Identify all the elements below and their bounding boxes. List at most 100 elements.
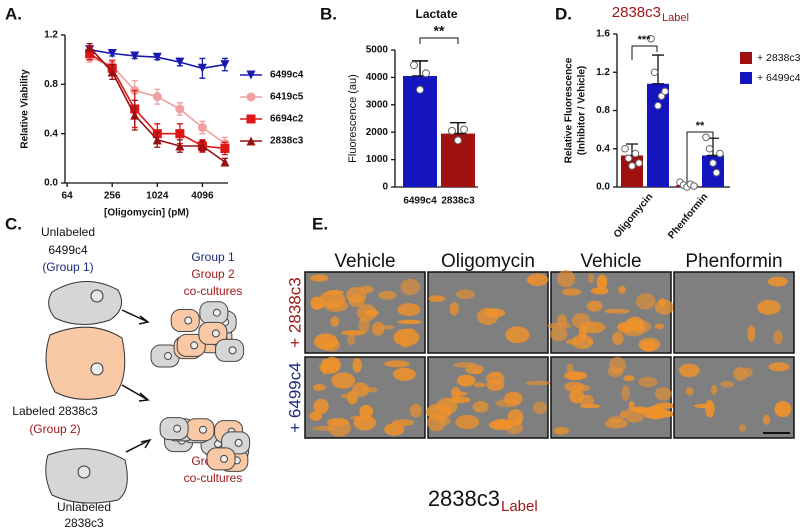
stain — [654, 323, 665, 330]
stain — [658, 298, 667, 308]
data-point — [460, 125, 468, 134]
data-point — [410, 61, 418, 70]
y-tick-label: 0 — [382, 182, 388, 193]
stain — [392, 367, 416, 381]
marker — [175, 57, 185, 67]
column-header: Vehicle — [334, 251, 395, 272]
significance: ** — [434, 23, 445, 39]
y-tick-label: 1.2 — [44, 30, 58, 41]
nucleus — [173, 424, 182, 433]
stain — [628, 401, 635, 410]
stain — [710, 385, 718, 395]
panel-letter: E. — [312, 214, 328, 233]
legend-label: 2838c3 — [270, 136, 304, 147]
y-tick-label: 3000 — [366, 99, 389, 110]
x-tick-label: Oligomycin — [612, 192, 655, 241]
micrographs — [304, 270, 795, 439]
bar — [403, 76, 437, 187]
data-point — [705, 144, 714, 153]
stain — [571, 334, 594, 350]
stain — [314, 303, 324, 309]
marker — [152, 135, 162, 145]
x-axis-label: [Oligomycin] (pM) — [104, 208, 189, 219]
legend-marker — [246, 114, 256, 124]
y-tick-label: 0.0 — [44, 178, 58, 189]
x-tick-label: 4096 — [191, 191, 214, 202]
chart-title: Lactate — [415, 7, 457, 21]
cell — [45, 326, 126, 400]
stain — [590, 287, 609, 295]
marker — [107, 49, 117, 58]
nucleus — [164, 352, 173, 361]
y-axis-label: Fluorescence (au) — [347, 74, 359, 163]
stain — [514, 416, 523, 426]
x-tick-label: 1024 — [146, 191, 169, 202]
stain — [569, 388, 585, 404]
stain — [526, 277, 536, 284]
data-point — [709, 159, 717, 167]
nucleus — [90, 362, 104, 376]
stain — [618, 285, 626, 294]
data-point — [624, 154, 633, 163]
label: Group 2 — [191, 267, 235, 281]
x-tick-label: 6499c4 — [403, 196, 437, 207]
stain — [485, 372, 505, 385]
panel-letter: D. — [555, 4, 572, 23]
y-tick-label: 4000 — [366, 72, 389, 83]
stain — [397, 303, 421, 317]
stain — [587, 338, 594, 345]
stain — [378, 290, 397, 300]
marker — [220, 157, 230, 167]
stain — [347, 390, 358, 405]
label: Labeled 2838c3 — [12, 404, 98, 418]
data-point — [661, 87, 669, 96]
diagram: C. Unlabeled 6499c4 (Group 1) Group 1 Gr… — [5, 214, 251, 530]
data-point — [448, 126, 456, 135]
column-header: Oligomycin — [441, 251, 535, 272]
stain — [371, 321, 385, 336]
data-point — [702, 133, 710, 142]
stain — [612, 331, 624, 346]
stain — [586, 300, 603, 312]
data-point — [716, 149, 724, 158]
nucleus — [228, 346, 237, 355]
stain — [654, 387, 672, 401]
stain — [473, 382, 486, 388]
label: Group 1 — [191, 250, 235, 264]
stain — [623, 375, 635, 382]
caption: 2838c3 — [428, 486, 500, 511]
data-point — [628, 162, 636, 170]
legend-label: + 2838c3 — [757, 52, 800, 64]
caption-sub: Label — [501, 498, 538, 515]
stain — [532, 401, 547, 415]
stain — [428, 295, 446, 303]
nucleus — [198, 425, 207, 434]
nucleus — [190, 341, 199, 350]
significance-bracket — [631, 45, 658, 60]
y-tick-label: 1.6 — [596, 29, 610, 40]
y-tick-label: 1.2 — [596, 67, 610, 78]
stain — [347, 334, 356, 346]
stain — [561, 288, 582, 296]
nucleus — [234, 438, 243, 447]
stain — [310, 274, 329, 282]
stain — [617, 321, 634, 333]
y-axis-label: (Inhibitor / Vehicle) — [577, 66, 588, 155]
stain — [720, 380, 735, 388]
row-label: + 6499c4 — [285, 362, 304, 432]
stain — [566, 363, 574, 375]
x-tick-label: 2838c3 — [441, 196, 475, 207]
y-axis-label: Relative Fluorescence — [564, 57, 575, 163]
stain — [331, 372, 356, 389]
marker — [197, 123, 207, 132]
significance: *** — [638, 34, 652, 46]
stain — [556, 314, 568, 327]
significance-bracket — [419, 37, 459, 44]
data-point — [690, 182, 698, 190]
chart-title-sub: Label — [662, 12, 689, 24]
stain — [763, 414, 771, 425]
label: co-cultures — [184, 284, 243, 298]
stain — [323, 356, 341, 373]
stain — [604, 308, 630, 314]
stain — [341, 330, 366, 336]
